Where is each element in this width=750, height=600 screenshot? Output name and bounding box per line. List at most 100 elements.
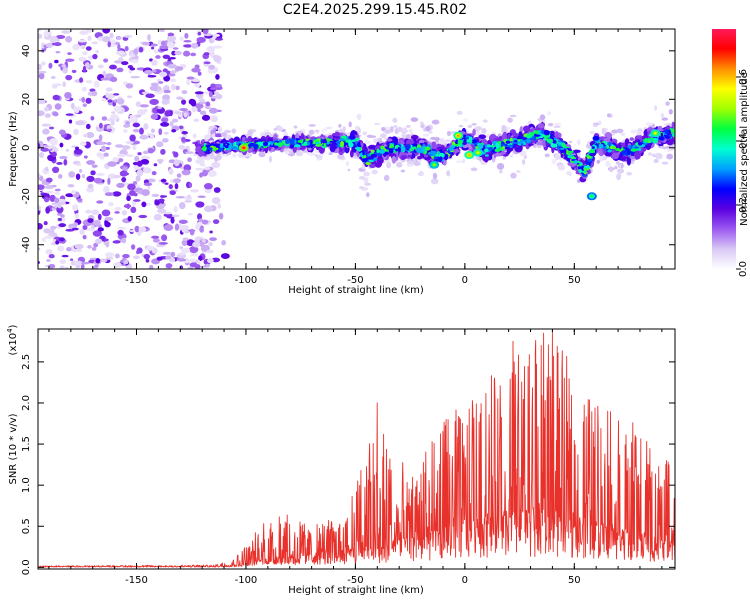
signal-halo xyxy=(419,121,424,125)
noise-blob xyxy=(186,194,192,200)
snr-x-tick-label: 0 xyxy=(462,575,468,586)
noise-blob xyxy=(200,99,205,103)
signal-core xyxy=(597,143,604,149)
noise-blob xyxy=(170,251,176,258)
noise-blob xyxy=(146,178,156,183)
noise-blob xyxy=(174,50,182,56)
noise-blob xyxy=(66,247,72,252)
signal-core xyxy=(294,139,297,144)
noise-blob xyxy=(58,223,67,228)
signal-core xyxy=(339,140,345,147)
noise-blob xyxy=(85,80,93,84)
noise-blob xyxy=(44,185,54,190)
colorbar-tick-label: 0.2 xyxy=(738,197,749,213)
noise-blob xyxy=(190,189,200,193)
noise-blob xyxy=(103,152,109,157)
snr-x-label: Height of straight line (km) xyxy=(288,585,424,596)
noise-blob xyxy=(147,74,157,78)
noise-blob xyxy=(146,133,154,136)
signal-halo xyxy=(470,167,478,172)
noise-blob xyxy=(71,227,79,231)
noise-blob xyxy=(65,35,73,43)
signal-core xyxy=(592,135,600,141)
noise-blob xyxy=(171,214,180,218)
signal-halo xyxy=(284,150,290,155)
noise-blob xyxy=(130,206,137,214)
colorbar-tick-label: 0.4 xyxy=(738,133,749,149)
noise-blob xyxy=(175,196,185,199)
signal-halo xyxy=(547,111,551,116)
noise-blob xyxy=(183,164,192,172)
spectrogram-panel: -150 -100 -50 0 50 -40 -20 0 20 40 Height of str… xyxy=(8,28,676,296)
signal-halo xyxy=(432,172,438,180)
signal-core xyxy=(557,141,563,146)
signal-core xyxy=(315,141,319,145)
signal-core xyxy=(541,130,545,135)
signal-core xyxy=(223,142,226,148)
noise-blob xyxy=(141,189,150,196)
noise-blob xyxy=(208,91,213,98)
signal-core xyxy=(559,147,565,151)
noise-blob xyxy=(59,142,64,148)
noise-blob xyxy=(169,121,174,127)
noise-blob xyxy=(38,151,45,159)
noise-blob xyxy=(76,198,83,202)
noise-blob xyxy=(112,191,122,197)
noise-blob xyxy=(61,254,69,258)
noise-blob xyxy=(43,221,48,226)
signal-core xyxy=(577,166,582,170)
noise-blob xyxy=(49,138,59,146)
noise-blob xyxy=(189,246,199,254)
noise-blob xyxy=(215,74,220,80)
signal-core xyxy=(507,144,513,147)
noise-blob xyxy=(65,148,69,152)
signal-core xyxy=(433,156,437,160)
signal-core xyxy=(213,143,220,147)
noise-blob xyxy=(135,101,141,107)
noise-blob xyxy=(158,71,168,77)
noise-blob xyxy=(51,151,57,158)
noise-blob xyxy=(125,140,135,145)
noise-blob xyxy=(150,113,159,120)
noise-blob xyxy=(198,255,203,262)
noise-blob xyxy=(201,219,209,225)
snr-y-tick-label: 1.0 xyxy=(21,477,32,493)
noise-blob xyxy=(61,64,67,68)
noise-blob xyxy=(189,228,195,236)
noise-blob xyxy=(81,174,86,179)
noise-blob xyxy=(70,258,74,262)
noise-blob xyxy=(138,46,144,53)
signal-core xyxy=(502,145,506,150)
noise-blob xyxy=(199,110,207,116)
signal-halo xyxy=(445,139,451,142)
signal-core xyxy=(552,140,557,144)
signal-core xyxy=(297,139,303,143)
snr-panel: -150 -100 -50 0 50 0.0 0.5 1.0 1.5 2.0 2.5 Height… xyxy=(6,324,676,596)
noise-blob xyxy=(143,253,151,260)
signal-core xyxy=(468,140,473,143)
noise-blob xyxy=(195,167,205,171)
signal-halo xyxy=(519,150,527,157)
noise-blob xyxy=(38,63,42,71)
noise-blob xyxy=(190,52,197,57)
noise-blob xyxy=(96,200,104,204)
noise-blob xyxy=(107,128,113,132)
noise-blob xyxy=(82,224,88,230)
signal-core xyxy=(658,136,665,141)
noise-blob xyxy=(132,122,141,128)
signal-core xyxy=(405,143,411,150)
noise-blob xyxy=(145,245,156,251)
noise-blob xyxy=(49,126,55,130)
noise-blob xyxy=(73,260,84,266)
noise-blob xyxy=(154,200,160,206)
signal-halo xyxy=(209,153,216,160)
noise-blob xyxy=(91,209,100,216)
noise-blob xyxy=(132,255,140,260)
noise-blob xyxy=(184,200,192,203)
signal-core xyxy=(231,146,238,150)
spectrogram-x-tick-label: 50 xyxy=(568,275,581,286)
signal-halo xyxy=(609,166,614,173)
signal-halo xyxy=(620,162,624,169)
spectrogram-x-tick-label: -150 xyxy=(125,275,148,286)
colorbar-tick-label: 0.6 xyxy=(738,69,749,85)
